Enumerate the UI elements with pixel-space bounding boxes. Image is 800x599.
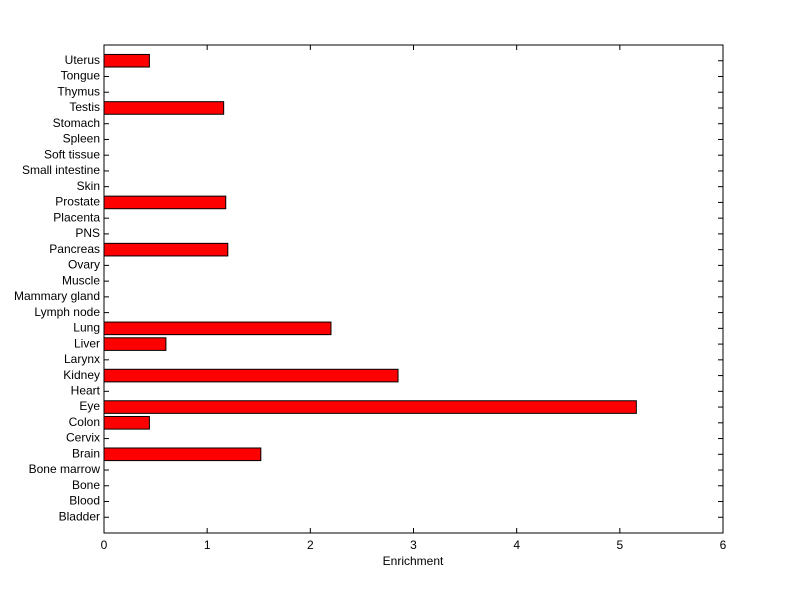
bar [103,416,150,430]
x-tick-label: 6 [720,538,727,552]
bar [103,337,167,351]
bar [103,195,227,210]
y-tick-label: Testis [69,100,100,114]
y-tick-label: Stomach [53,116,100,130]
bar [103,447,262,462]
y-tick-label: Bladder [59,509,100,523]
x-tick-label: 1 [204,538,211,552]
x-tick-label: 4 [513,538,520,552]
x-tick-label: 3 [410,538,417,552]
x-axis-label: Enrichment [383,554,444,568]
y-tick-label: Cervix [66,431,100,445]
y-tick-label: Spleen [63,132,100,146]
y-tick-label: Mammary gland [14,289,100,303]
y-tick-label: Prostate [55,195,100,209]
y-tick-label: Liver [74,336,100,350]
y-tick-label: Placenta [53,210,100,224]
bar [103,242,229,257]
y-tick-label: Tongue [61,69,101,83]
y-tick-label: Bone marrow [29,462,101,476]
y-tick-label: Eye [79,399,100,413]
y-tick-label: Thymus [57,84,100,98]
y-tick-label: Heart [71,383,101,397]
x-tick-label: 0 [101,538,108,552]
bar [103,321,332,336]
y-tick-label: Kidney [63,368,100,382]
y-tick-label: Soft tissue [44,147,100,161]
x-tick-label: 2 [307,538,314,552]
y-tick-label: Lung [73,321,100,335]
y-tick-label: Blood [69,494,100,508]
y-tick-label: Muscle [62,273,100,287]
y-tick-label: Ovary [68,258,100,272]
y-tick-label: Uterus [65,53,100,67]
bar [103,368,399,383]
y-tick-label: Larynx [64,352,100,366]
y-tick-label: Colon [69,415,100,429]
y-tick-label: PNS [75,226,100,240]
y-tick-label: Pancreas [49,242,100,256]
y-tick-label: Small intestine [22,163,100,177]
y-tick-label: Brain [72,446,100,460]
bar [103,53,150,68]
bar [103,101,225,115]
x-tick-label: 5 [616,538,623,552]
y-tick-label: Lymph node [34,305,100,319]
y-tick-label: Bone [72,478,100,492]
y-tick-label: Skin [77,179,100,193]
bar [103,400,637,414]
